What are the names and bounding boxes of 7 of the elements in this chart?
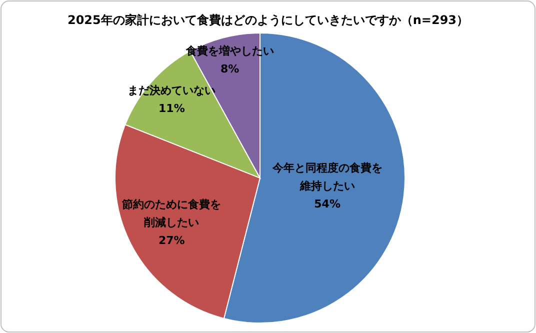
data-label: 27% [158,234,185,248]
data-label: 8% [220,62,240,76]
slice-label: 節約のために食費を削減したい [121,198,222,230]
data-label: 11% [158,102,185,116]
slice-label: 今年と同程度の食費を維持したい [271,162,382,193]
chart-title: 2025年の家計において食費はどのようにしていきたいですか（n=293） [67,13,469,27]
data-label: 54% [314,198,340,211]
